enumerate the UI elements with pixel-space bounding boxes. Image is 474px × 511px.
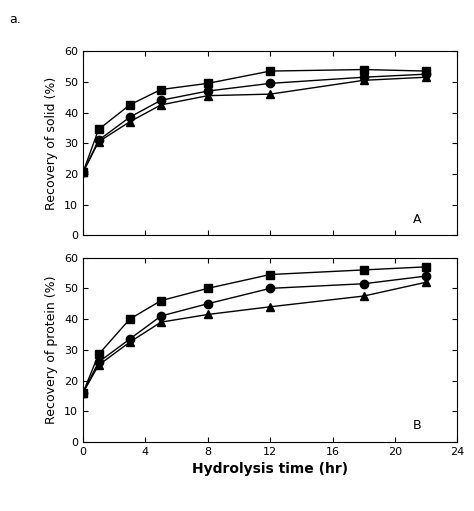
X-axis label: Hydrolysis time (hr): Hydrolysis time (hr): [192, 462, 348, 476]
Text: a.: a.: [9, 13, 21, 26]
Y-axis label: Recovery of solid (%): Recovery of solid (%): [46, 77, 58, 210]
Y-axis label: Recovery of protein (%): Recovery of protein (%): [46, 275, 58, 424]
Text: A: A: [412, 213, 421, 225]
Text: B: B: [412, 419, 421, 432]
